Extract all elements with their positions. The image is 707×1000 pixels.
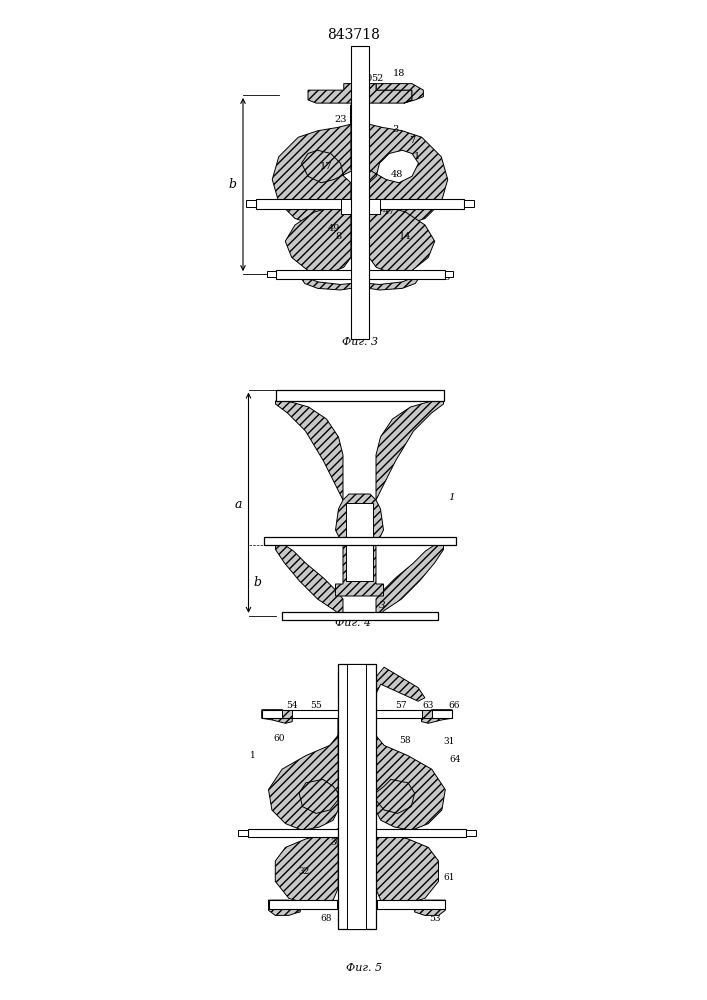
Polygon shape xyxy=(367,900,378,909)
Bar xyxy=(445,271,452,277)
Text: 64: 64 xyxy=(450,754,461,764)
Text: 55: 55 xyxy=(310,701,322,710)
Bar xyxy=(464,200,474,207)
Bar xyxy=(338,664,375,929)
Polygon shape xyxy=(269,900,299,915)
Bar xyxy=(351,46,369,339)
Polygon shape xyxy=(369,199,435,274)
Text: 10: 10 xyxy=(277,272,290,282)
Text: 15: 15 xyxy=(438,272,450,282)
Text: 3: 3 xyxy=(379,600,385,609)
Text: 57: 57 xyxy=(395,701,407,710)
Text: 8: 8 xyxy=(336,232,342,241)
Text: 69: 69 xyxy=(353,914,364,923)
Bar xyxy=(267,271,276,277)
Bar xyxy=(276,270,445,279)
Text: 32: 32 xyxy=(298,867,310,876)
Polygon shape xyxy=(276,401,343,500)
Polygon shape xyxy=(376,84,423,103)
Text: 62: 62 xyxy=(365,894,376,903)
Text: 63: 63 xyxy=(423,701,434,710)
Text: 68: 68 xyxy=(320,914,332,923)
Polygon shape xyxy=(301,279,419,290)
Polygon shape xyxy=(375,829,438,905)
Bar xyxy=(248,829,466,837)
Text: 70: 70 xyxy=(320,831,332,840)
Text: 53: 53 xyxy=(429,914,441,923)
Polygon shape xyxy=(269,718,338,830)
Text: 66: 66 xyxy=(448,701,460,710)
Text: 18: 18 xyxy=(393,69,405,78)
Text: 3: 3 xyxy=(392,125,399,134)
Text: 51: 51 xyxy=(354,292,366,301)
Polygon shape xyxy=(376,545,443,620)
Polygon shape xyxy=(275,829,338,905)
Text: 17: 17 xyxy=(320,162,332,171)
Text: Фиг. 5: Фиг. 5 xyxy=(346,963,382,973)
Text: 31: 31 xyxy=(443,737,455,746)
Polygon shape xyxy=(272,105,354,225)
Bar xyxy=(276,390,443,401)
Text: b: b xyxy=(228,178,237,191)
Polygon shape xyxy=(308,84,412,103)
Text: 59: 59 xyxy=(354,901,366,910)
Text: 30: 30 xyxy=(331,838,342,847)
Text: 65: 65 xyxy=(290,906,301,915)
Polygon shape xyxy=(369,105,448,225)
Bar xyxy=(281,612,438,620)
Bar xyxy=(246,200,256,207)
Text: 60: 60 xyxy=(273,734,284,743)
Text: 843718: 843718 xyxy=(327,28,380,42)
Text: 1: 1 xyxy=(414,152,420,161)
Bar xyxy=(256,199,464,209)
Bar xyxy=(264,537,455,545)
Text: 48: 48 xyxy=(391,170,404,179)
Bar xyxy=(466,830,476,836)
Text: 23: 23 xyxy=(334,115,346,124)
Text: Фиг. 3: Фиг. 3 xyxy=(342,337,378,347)
Text: 50: 50 xyxy=(360,74,372,83)
Text: 49: 49 xyxy=(328,224,340,233)
Text: 14: 14 xyxy=(399,232,411,241)
Text: 21: 21 xyxy=(455,200,467,209)
Bar xyxy=(369,199,380,214)
Text: 1: 1 xyxy=(250,751,256,760)
Polygon shape xyxy=(376,401,443,500)
Text: a: a xyxy=(235,498,243,511)
Text: 52: 52 xyxy=(372,74,384,83)
Text: Фиг. 4: Фиг. 4 xyxy=(335,618,372,628)
Text: 47: 47 xyxy=(383,208,395,217)
Text: 1: 1 xyxy=(448,492,455,502)
Polygon shape xyxy=(282,710,292,718)
Bar xyxy=(262,710,452,718)
Text: b: b xyxy=(253,576,261,589)
Bar xyxy=(341,199,351,214)
Polygon shape xyxy=(375,718,445,830)
Bar xyxy=(347,664,366,929)
Bar xyxy=(338,671,375,698)
Bar xyxy=(238,830,248,836)
Text: 35: 35 xyxy=(333,203,345,212)
Polygon shape xyxy=(421,710,452,723)
Polygon shape xyxy=(276,545,343,620)
Text: 56: 56 xyxy=(336,914,347,923)
Polygon shape xyxy=(375,667,425,701)
Polygon shape xyxy=(337,900,346,909)
Polygon shape xyxy=(336,494,383,596)
Text: 58: 58 xyxy=(399,736,410,745)
Polygon shape xyxy=(285,199,351,274)
Polygon shape xyxy=(346,503,373,581)
Text: 23: 23 xyxy=(406,831,417,840)
Polygon shape xyxy=(415,900,445,915)
Polygon shape xyxy=(421,710,432,718)
Text: 7: 7 xyxy=(409,136,415,145)
Bar xyxy=(269,900,445,909)
Text: 67: 67 xyxy=(351,680,363,689)
Text: 54: 54 xyxy=(286,701,298,710)
Polygon shape xyxy=(262,710,292,723)
Text: 61: 61 xyxy=(443,874,455,882)
